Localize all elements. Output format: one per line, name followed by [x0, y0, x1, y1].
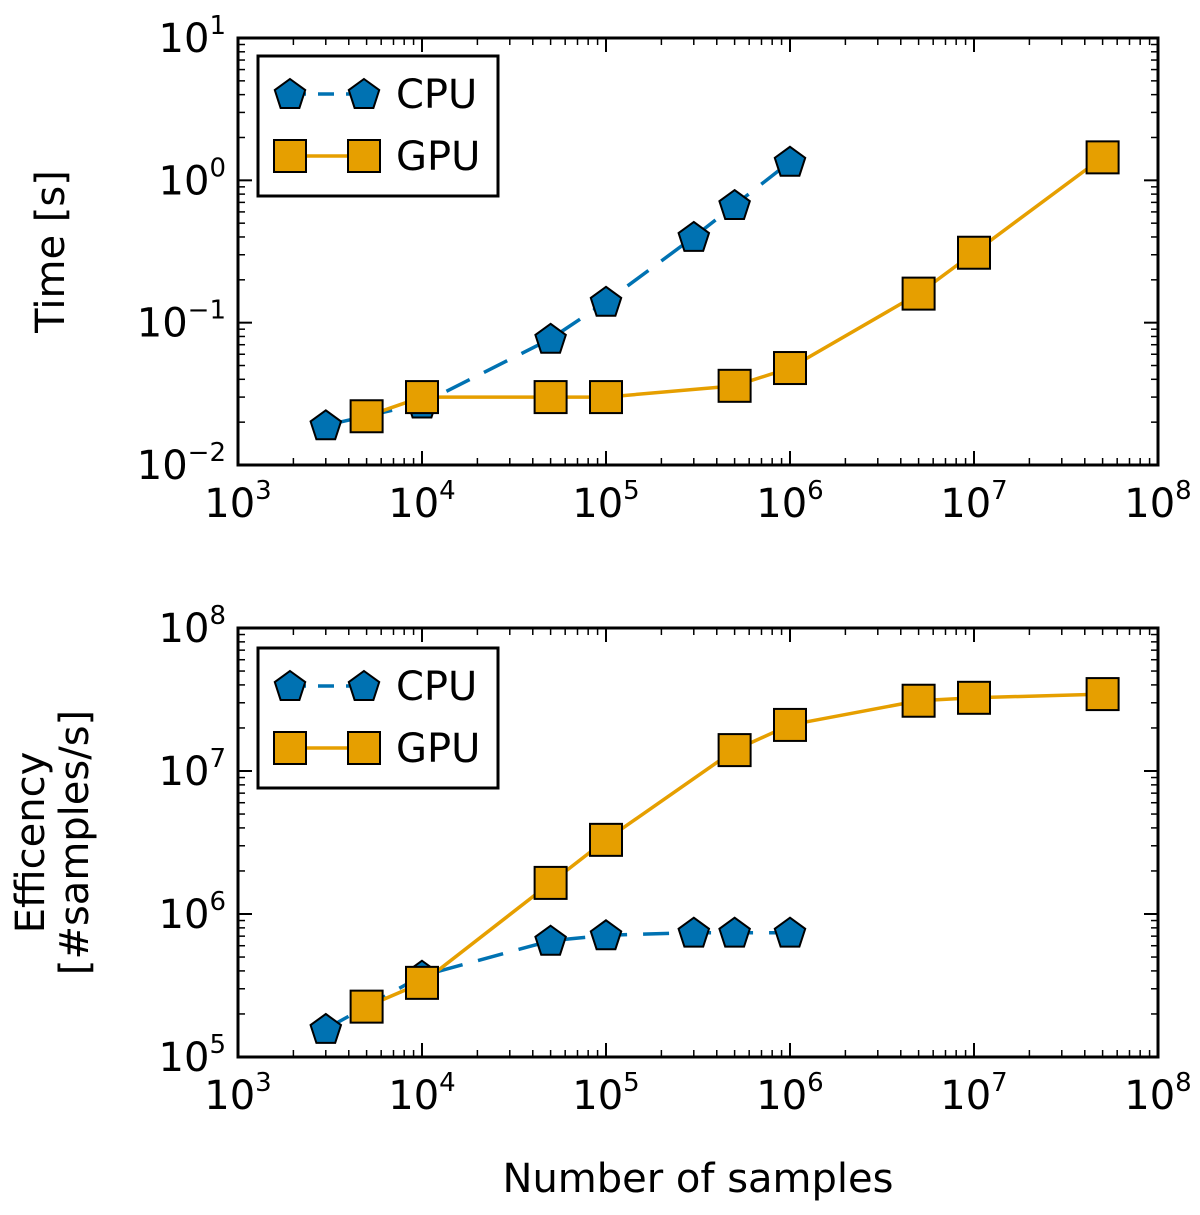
x-tick-label: 105	[572, 476, 639, 527]
x-tick-label: 103	[204, 1068, 271, 1119]
chart-panel-2: 103 104 105 106 107 108 105 106 107 108 Efficency[…	[8, 601, 1192, 1119]
data-point-gpu	[717, 733, 752, 768]
legend-marker-gpu	[347, 731, 381, 765]
y-tick-label: 10−2	[137, 438, 226, 489]
legend: CPU GPU	[256, 646, 500, 790]
data-point-gpu	[1085, 677, 1120, 712]
legend-label-cpu: CPU	[396, 664, 477, 710]
chart-panel-1: 103 104 105 106 107 108 10−2 10−1 100 101 Time [s]…	[28, 11, 1192, 527]
legend-marker-cpu	[273, 669, 307, 701]
series-gpu	[349, 140, 1120, 434]
x-tick-label: 104	[388, 476, 455, 527]
data-point-cpu	[677, 916, 711, 948]
data-point-gpu	[405, 380, 439, 415]
data-point-gpu	[349, 399, 384, 434]
data-point-gpu	[533, 865, 568, 900]
data-point-gpu	[533, 380, 568, 415]
data-point-gpu	[957, 235, 991, 270]
y-axis-label: Time [s]	[28, 170, 74, 334]
legend-label-gpu: GPU	[396, 134, 480, 180]
data-point-gpu	[405, 965, 439, 1000]
y-tick-label: 10−1	[137, 296, 226, 347]
y-tick-label: 105	[159, 1030, 226, 1081]
x-tick-label: 108	[1124, 1068, 1191, 1119]
data-point-gpu	[717, 368, 752, 403]
data-point-gpu	[773, 707, 807, 742]
y-axis-label: Efficency[#samples/s]	[8, 710, 98, 975]
y-tick-label: 107	[159, 744, 226, 795]
x-axis-label: Number of samples	[503, 1156, 894, 1202]
legend-label-cpu: CPU	[396, 72, 477, 118]
legend-marker-cpu	[347, 669, 381, 701]
data-point-gpu	[589, 822, 623, 857]
data-point-cpu	[718, 916, 752, 948]
x-tick-label: 104	[388, 1068, 455, 1119]
legend-marker-cpu	[347, 77, 381, 109]
data-point-gpu	[589, 380, 623, 415]
y-tick-label: 108	[159, 601, 226, 652]
data-point-gpu	[349, 989, 384, 1024]
data-point-cpu	[773, 145, 807, 177]
y-tick-label: 106	[159, 887, 226, 938]
data-point-cpu	[534, 322, 568, 354]
x-tick-label: 106	[756, 1068, 823, 1119]
data-point-cpu	[589, 919, 623, 951]
series-gpu	[349, 677, 1120, 1024]
data-point-gpu	[957, 680, 991, 715]
x-tick-label: 106	[756, 476, 823, 527]
data-point-cpu	[534, 924, 568, 956]
x-tick-label: 105	[572, 1068, 639, 1119]
x-tick-label: 108	[1124, 476, 1191, 527]
data-point-cpu	[309, 409, 343, 441]
data-point-gpu	[901, 276, 936, 311]
data-point-cpu	[718, 188, 752, 221]
data-point-gpu	[773, 351, 807, 386]
data-point-gpu	[1085, 140, 1120, 175]
legend: CPU GPU	[256, 54, 500, 198]
legend-marker-gpu	[347, 139, 381, 173]
data-point-gpu	[901, 683, 936, 718]
legend-label-gpu: GPU	[396, 726, 480, 772]
y-tick-label: 101	[159, 11, 226, 62]
x-tick-label: 107	[940, 1068, 1007, 1119]
data-point-cpu	[589, 285, 623, 317]
data-point-cpu	[309, 1012, 343, 1044]
data-point-cpu	[773, 916, 807, 948]
legend-marker-cpu	[273, 77, 307, 109]
x-tick-label: 107	[940, 476, 1007, 527]
legend-marker-gpu	[273, 731, 307, 765]
data-point-cpu	[677, 220, 711, 252]
legend-marker-gpu	[273, 139, 307, 173]
x-tick-label: 103	[204, 476, 271, 527]
y-tick-label: 100	[159, 153, 226, 204]
